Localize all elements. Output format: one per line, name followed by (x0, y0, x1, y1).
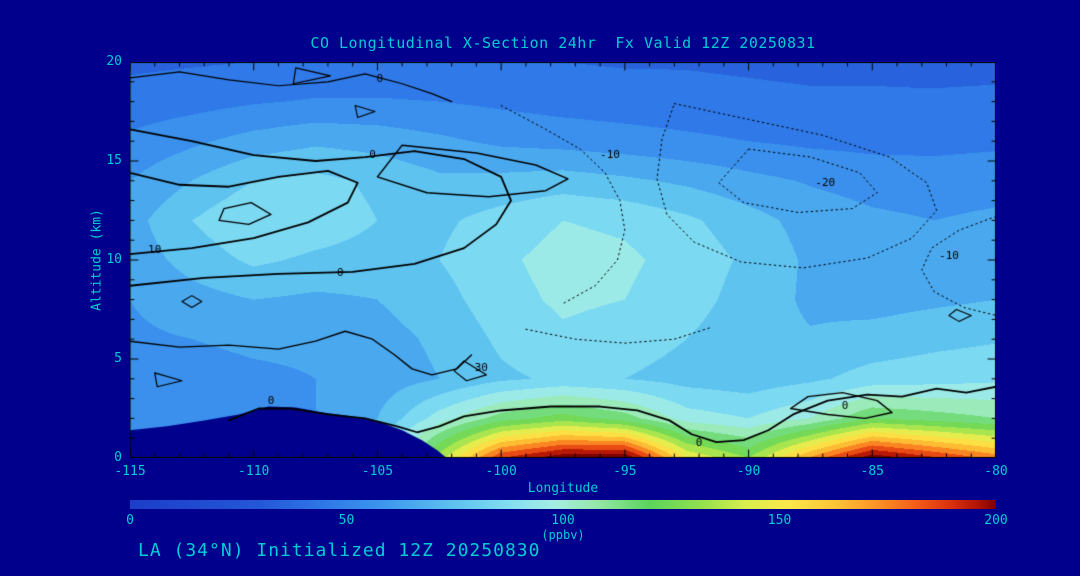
y-tick-label: 15 (106, 153, 122, 168)
x-tick-label: -115 (114, 464, 146, 479)
x-tick-label: -90 (736, 464, 761, 479)
chart-title: CO Longitudinal X-Section 24hr Fx Valid … (310, 34, 816, 52)
x-axis-title: Longitude (527, 481, 599, 496)
x-tick-label: -95 (613, 464, 637, 479)
heatmap-canvas (130, 62, 996, 458)
colorbar-tick-label: 100 (551, 513, 575, 528)
colorbar-tick-label: 50 (338, 513, 355, 528)
colorbar-tick-label: 0 (126, 513, 134, 528)
y-tick-label: 5 (114, 351, 122, 366)
plot-area (130, 62, 996, 458)
x-tick-label: -110 (238, 464, 270, 479)
x-tick-label: -85 (860, 464, 885, 479)
colorbar-canvas (130, 500, 996, 509)
colorbar-tick-label: 150 (767, 513, 792, 528)
x-tick-label: -100 (485, 464, 517, 479)
colorbar-unit-label: (ppbv) (541, 528, 585, 542)
y-tick-label: 10 (106, 252, 122, 267)
colorbar-tick-label: 200 (984, 513, 1008, 528)
y-tick-label: 0 (114, 450, 122, 465)
x-tick-label: -80 (984, 464, 1008, 479)
x-tick-label: -105 (361, 464, 394, 479)
init-time-label: LA (34°N) Initialized 12Z 20250830 (138, 540, 541, 561)
y-tick-label: 20 (106, 54, 122, 69)
